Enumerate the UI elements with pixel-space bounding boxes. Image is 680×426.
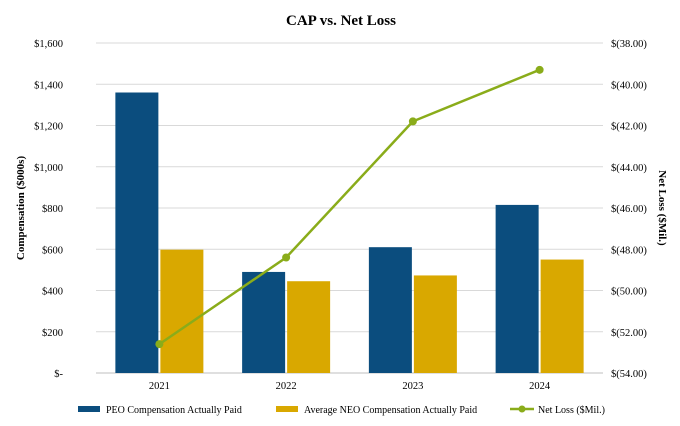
- legend-label: Average NEO Compensation Actually Paid: [304, 405, 477, 416]
- neo-bar: [287, 281, 331, 373]
- legend-swatch: [276, 406, 298, 412]
- left-tick-label: $1,200: [34, 122, 63, 133]
- bar-series: [115, 92, 584, 373]
- legend-label: Net Loss ($Mil.): [538, 405, 605, 416]
- line-series: [155, 65, 544, 349]
- left-tick-label: $-: [54, 369, 63, 380]
- peo-bar: [115, 92, 159, 373]
- x-tick-label: 2022: [276, 381, 297, 392]
- x-tick-label: 2024: [529, 381, 551, 392]
- left-tick-label: $400: [42, 287, 63, 298]
- neo-bar: [160, 249, 204, 373]
- x-tick-label: 2021: [149, 381, 170, 392]
- net-loss-point: [408, 117, 417, 126]
- legend-marker: [518, 405, 526, 413]
- net-loss-point: [282, 253, 291, 262]
- left-axis-title: Compensation ($000s): [15, 156, 27, 261]
- x-axis: 2021 2022 2023 2024: [149, 381, 551, 392]
- right-axis-title: Net Loss ($Mil.): [656, 170, 668, 246]
- right-tick-label: $(50.00): [611, 287, 647, 298]
- legend: PEO Compensation Actually Paid Average NE…: [78, 405, 605, 416]
- right-tick-label: $(48.00): [611, 245, 647, 256]
- right-tick-label: $(52.00): [611, 328, 647, 339]
- right-tick-label: $(44.00): [611, 163, 647, 174]
- neo-bar: [540, 259, 584, 373]
- right-axis: $(54.00) $(52.00) $(50.00) $(48.00) $(46.00)…: [611, 39, 647, 380]
- right-tick-label: $(54.00): [611, 369, 647, 380]
- net-loss-point: [535, 65, 544, 74]
- right-tick-label: $(38.00): [611, 39, 647, 50]
- chart-title: CAP vs. Net Loss: [286, 13, 396, 29]
- legend-swatch: [78, 406, 100, 412]
- left-tick-label: $800: [42, 204, 63, 215]
- left-tick-label: $1,400: [34, 80, 63, 91]
- peo-bar: [242, 271, 286, 373]
- left-tick-label: $600: [42, 245, 63, 256]
- net-loss-point: [155, 340, 164, 349]
- peo-bar: [495, 204, 539, 373]
- left-tick-label: $200: [42, 328, 63, 339]
- legend-label: PEO Compensation Actually Paid: [106, 405, 242, 416]
- left-tick-label: $1,600: [34, 39, 63, 50]
- x-tick-label: 2023: [402, 381, 423, 392]
- right-tick-label: $(40.00): [611, 80, 647, 91]
- left-tick-label: $1,000: [34, 163, 63, 174]
- neo-bar: [413, 275, 457, 373]
- right-tick-label: $(42.00): [611, 122, 647, 133]
- net-loss-line: [158, 68, 541, 346]
- right-tick-label: $(46.00): [611, 204, 647, 215]
- peo-bar: [368, 247, 412, 373]
- left-axis: $- $200 $400 $600 $800 $1,000 $1,200 $1,400 $1,6…: [34, 39, 63, 380]
